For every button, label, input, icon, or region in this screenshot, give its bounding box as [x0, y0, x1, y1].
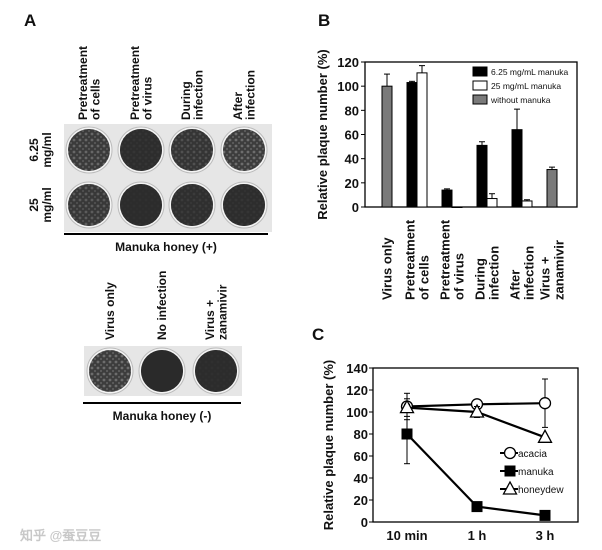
y-tick-label: 40 — [345, 152, 359, 167]
legend-swatch — [472, 94, 488, 105]
y-tick-label: 40 — [354, 471, 368, 486]
y-tick-label: 80 — [345, 103, 359, 118]
legend-marker — [503, 446, 517, 460]
x-tick-label: 3 h — [536, 528, 555, 543]
group-label-manuka-plus: Manuka honey (+) — [115, 240, 217, 254]
y-tick-label: 120 — [346, 383, 368, 398]
x-tick-label: 1 h — [468, 528, 487, 543]
row-label-6-25: 6.25mg/ml — [27, 132, 54, 167]
plate-overlay — [120, 184, 162, 226]
x-tick-label: infection — [486, 246, 501, 300]
y-tick-label: 0 — [361, 515, 368, 530]
legend-label: without manuka — [490, 95, 551, 105]
column-label: Pretreatment — [76, 46, 90, 120]
legend-label: acacia — [518, 449, 547, 460]
x-tick-label: zanamivir — [551, 240, 566, 300]
plate-overlay — [223, 129, 265, 171]
legend-label: manuka — [518, 467, 554, 478]
panel-c-label: C — [312, 325, 324, 344]
x-tick-label: of cells — [416, 255, 431, 300]
column-label: Virus + — [203, 300, 217, 340]
legend-label: 25 mg/mL manuka — [491, 81, 561, 91]
x-tick-label: After — [508, 270, 523, 300]
plate-overlay — [171, 129, 213, 171]
column-label: of cells — [89, 78, 103, 120]
y-tick-label: 80 — [354, 427, 368, 442]
data-point-honeydew — [399, 399, 415, 414]
x-tick-label: 10 min — [386, 528, 427, 543]
plate-overlay — [120, 129, 162, 171]
x-tick-label: Pretreatment — [403, 219, 418, 300]
plate-overlay — [89, 350, 131, 392]
legend-swatch — [472, 66, 488, 77]
plot-frame — [372, 367, 579, 523]
legend-swatch — [472, 80, 488, 91]
y-axis-label: Relative plaque number (%) — [321, 360, 336, 530]
x-tick-label: Pretreatment — [438, 219, 453, 300]
watermark: 知乎 @蚕豆豆 — [20, 528, 101, 543]
column-label: zanamivir — [216, 284, 230, 340]
plate-overlay — [223, 184, 265, 226]
y-tick-label: 100 — [346, 405, 368, 420]
plate-overlay — [141, 350, 183, 392]
plate-overlay — [68, 129, 110, 171]
plate-well — [89, 350, 131, 392]
column-label: Virus only — [103, 282, 117, 340]
column-label: of virus — [141, 76, 155, 120]
bar — [441, 189, 453, 208]
bar — [486, 198, 498, 208]
y-tick-label: 120 — [337, 55, 359, 70]
legend-label: honeydew — [518, 485, 564, 496]
column-label: infection — [192, 70, 206, 120]
bar — [521, 200, 533, 208]
x-tick-label: of virus — [451, 253, 466, 300]
legend-marker — [504, 465, 516, 477]
y-tick-label: 20 — [345, 176, 359, 191]
column-label: After — [231, 92, 245, 120]
column-label: Pretreatment — [128, 46, 142, 120]
x-tick-label: Virus only — [380, 237, 395, 300]
y-axis-label: Relative plaque number (%) — [315, 49, 330, 219]
bar — [416, 72, 428, 208]
panel-a-label: A — [24, 11, 36, 30]
column-label: No infection — [155, 271, 169, 340]
x-tick-label: infection — [521, 246, 536, 300]
data-point-manuka — [401, 428, 413, 440]
bar — [511, 129, 523, 208]
bar — [406, 82, 418, 208]
bar — [546, 169, 558, 208]
legend-label: 6.25 mg/mL manuka — [491, 67, 568, 77]
plate-well — [68, 129, 110, 171]
y-tick-label: 20 — [354, 493, 368, 508]
bar — [381, 85, 393, 208]
y-tick-label: 100 — [337, 79, 359, 94]
data-point-honeydew — [469, 403, 485, 418]
bar — [476, 144, 488, 208]
y-tick-label: 140 — [346, 361, 368, 376]
group-label-manuka-minus: Manuka honey (-) — [113, 409, 212, 423]
y-tick-label: 60 — [345, 128, 359, 143]
bar — [451, 206, 463, 208]
data-point-acacia — [538, 397, 552, 410]
y-tick-label: 0 — [352, 200, 359, 215]
column-label: infection — [244, 70, 258, 120]
data-point-honeydew — [537, 428, 553, 443]
plate-well — [223, 129, 265, 171]
data-point-manuka — [539, 509, 551, 521]
panel-b-label: B — [318, 11, 330, 30]
plate-overlay — [195, 350, 237, 392]
y-tick-label: 60 — [354, 449, 368, 464]
x-tick-label: During — [473, 258, 488, 300]
legend-marker — [502, 480, 518, 495]
data-point-manuka — [471, 501, 483, 513]
plate-overlay — [171, 184, 213, 226]
row-label-25: 25mg/ml — [27, 187, 54, 222]
x-tick-label: Virus + — [538, 256, 553, 300]
plate-overlay — [68, 184, 110, 226]
column-label: During — [179, 81, 193, 120]
